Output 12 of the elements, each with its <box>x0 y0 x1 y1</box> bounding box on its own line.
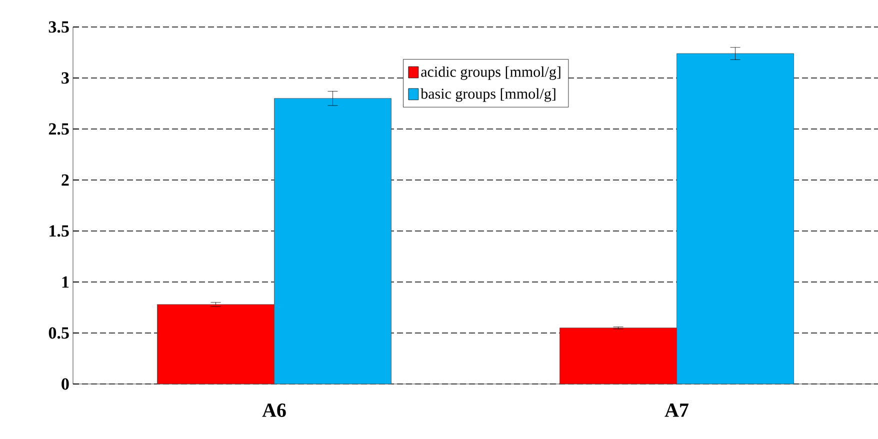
y-tick-label: 1 <box>62 276 69 288</box>
y-tick-label: 2.5 <box>48 123 69 135</box>
y-tick-label: 1.5 <box>50 225 69 237</box>
x-tick-label: A7 <box>664 404 688 417</box>
y-tick-label: 2 <box>62 174 69 186</box>
legend-label: acidic groups [mmol/g] <box>421 66 560 80</box>
y-tick-label: 3 <box>62 72 69 84</box>
y-tick-label: 0 <box>62 378 69 390</box>
y-tick-label: 3.5 <box>48 21 69 33</box>
x-tick-label: A6 <box>262 404 286 417</box>
legend-label: basic groups [mmol/g] <box>420 88 556 102</box>
y-tick-label: 0.5 <box>48 327 69 339</box>
